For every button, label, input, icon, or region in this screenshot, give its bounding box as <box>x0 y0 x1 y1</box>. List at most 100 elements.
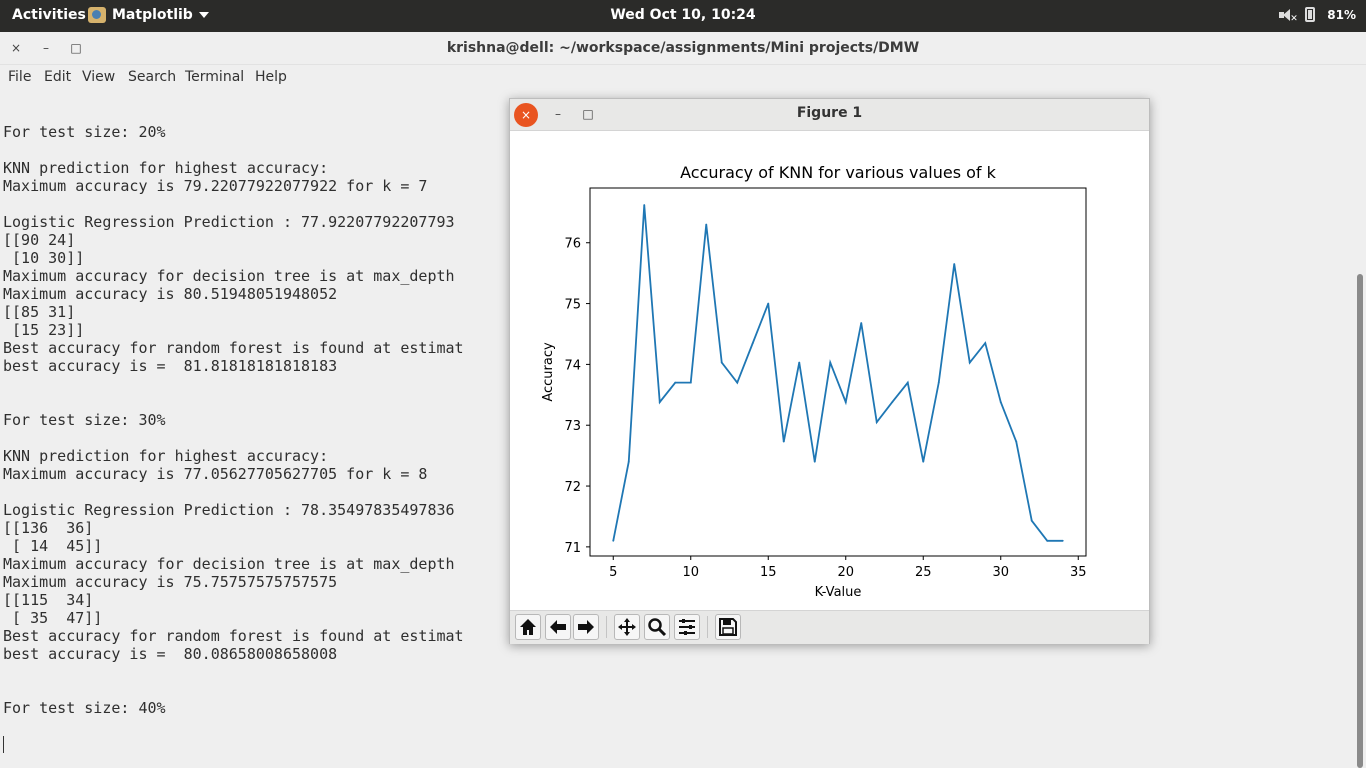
terminal-line: Maximum accuracy is 77.05627705627705 fo… <box>3 465 428 483</box>
y-tick-label: 73 <box>564 419 581 434</box>
maximize-icon[interactable]: □ <box>582 107 594 121</box>
activities-button[interactable]: Activities <box>12 7 86 23</box>
y-tick-label: 75 <box>564 298 581 313</box>
data-point <box>937 381 940 384</box>
data-point <box>984 342 987 345</box>
close-icon[interactable]: × <box>10 41 22 55</box>
terminal-line: [[90 24] <box>3 231 76 249</box>
terminal-line: [ 35 47]] <box>3 609 103 627</box>
menu-edit[interactable]: Edit <box>44 69 72 85</box>
data-point <box>844 401 847 404</box>
terminal-line: Maximum accuracy is 79.22077922077922 fo… <box>3 177 428 195</box>
toolbar-separator <box>606 616 607 638</box>
knn-accuracy-chart: Accuracy of KNN for various values of k … <box>541 163 1087 600</box>
data-point <box>906 381 909 384</box>
terminal-line: Maximum accuracy is 75.75757575757575 <box>3 573 338 591</box>
terminal-line: KNN prediction for highest accuracy: <box>3 159 329 177</box>
save-icon[interactable] <box>715 614 741 640</box>
menu-bar: File Edit View Search Terminal Help <box>0 65 1366 89</box>
data-point <box>922 460 925 463</box>
data-point <box>1046 539 1049 542</box>
x-tick-label: 10 <box>682 565 699 580</box>
forward-arrow-icon[interactable] <box>573 614 599 640</box>
battery-icon[interactable] <box>1305 7 1316 22</box>
data-point <box>643 204 646 206</box>
figure-toolbar <box>510 610 1149 644</box>
terminal-output[interactable]: For test size: 20% KNN prediction for hi… <box>3 123 464 717</box>
battery-percentage: 81% <box>1327 7 1356 22</box>
y-tick-label: 71 <box>564 541 581 556</box>
data-point <box>627 460 630 463</box>
scrollbar[interactable] <box>1354 90 1366 768</box>
y-tick-label: 74 <box>564 358 581 373</box>
y-tick-label: 72 <box>564 480 581 495</box>
data-point <box>736 381 739 384</box>
toolbar-separator <box>707 616 708 638</box>
plot-axes-frame <box>589 187 1087 557</box>
terminal-line: best accuracy is = 80.08658008658008 <box>3 645 338 663</box>
chart-title: Accuracy of KNN for various values of k <box>680 163 997 182</box>
menu-search[interactable]: Search <box>128 69 177 85</box>
menu-help[interactable]: Help <box>255 69 287 85</box>
maximize-icon[interactable]: □ <box>70 41 82 55</box>
chevron-down-icon <box>198 12 209 18</box>
data-point <box>829 361 832 364</box>
terminal-line: For test size: 20% <box>3 123 166 141</box>
data-point <box>705 223 708 226</box>
data-point <box>999 401 1002 404</box>
terminal-title: krishna@dell: ~/workspace/assignments/Mi… <box>446 40 920 56</box>
figure-window: Figure 1 × – □ Accuracy of KNN for vario… <box>509 98 1150 644</box>
data-point <box>720 361 723 364</box>
terminal-line: Logistic Regression Prediction : 77.9220… <box>3 213 455 231</box>
data-point <box>891 401 894 404</box>
terminal-line: [[115 34] <box>3 591 94 609</box>
volume-muted-icon[interactable]: ✕ <box>1279 8 1298 24</box>
terminal-line: For test size: 30% <box>3 411 166 429</box>
pan-icon[interactable] <box>614 614 640 640</box>
terminal-line: [[85 31] <box>3 303 76 321</box>
data-point <box>953 263 956 265</box>
data-point <box>674 381 677 384</box>
terminal-line: Maximum accuracy is 80.51948051948052 <box>3 285 338 303</box>
x-tick-label: 30 <box>992 565 1009 580</box>
subplots-icon[interactable] <box>674 614 700 640</box>
data-point <box>751 342 754 345</box>
menu-terminal[interactable]: Terminal <box>185 69 245 85</box>
terminal-line: best accuracy is = 81.81818181818183 <box>3 357 338 375</box>
close-icon[interactable]: × <box>514 103 538 127</box>
terminal-titlebar <box>0 32 1366 65</box>
terminal-line: Maximum accuracy for decision tree is at… <box>3 267 455 285</box>
menu-file[interactable]: File <box>8 69 32 85</box>
menu-view[interactable]: View <box>82 69 116 85</box>
minimize-icon[interactable]: – <box>43 41 49 55</box>
system-tray[interactable]: ✕ 81% <box>1279 7 1356 24</box>
terminal-line: [ 14 45]] <box>3 537 103 555</box>
top-panel: Activities Matplotlib Wed Oct 10, 10:24 … <box>0 0 1366 32</box>
minimize-icon[interactable]: – <box>555 107 561 121</box>
y-tick-label: 76 <box>564 237 581 252</box>
data-point <box>1030 519 1033 522</box>
data-point <box>782 440 785 443</box>
data-point <box>689 381 692 384</box>
data-point <box>813 460 816 463</box>
terminal-line: Best accuracy for random forest is found… <box>3 627 464 645</box>
series-group <box>612 204 1064 542</box>
data-point <box>658 401 661 404</box>
home-icon[interactable] <box>515 614 541 640</box>
accuracy-series-line <box>612 204 1063 542</box>
terminal-line: [15 23]] <box>3 321 85 339</box>
scrollbar-thumb[interactable] <box>1357 274 1363 768</box>
text-cursor <box>3 736 4 753</box>
x-tick-label: 5 <box>609 565 617 580</box>
terminal-line: [10 30]] <box>3 249 85 267</box>
clock[interactable]: Wed Oct 10, 10:24 <box>610 7 756 23</box>
zoom-icon[interactable] <box>644 614 670 640</box>
y-axis: 71 72 73 74 75 76 <box>564 237 590 556</box>
terminal-line: KNN prediction for highest accuracy: <box>3 447 329 465</box>
app-menu[interactable]: Matplotlib <box>88 7 209 23</box>
data-point <box>1015 440 1018 443</box>
figure-titlebar: Figure 1 × – □ <box>510 99 1149 131</box>
x-tick-label: 20 <box>837 565 854 580</box>
back-arrow-icon[interactable] <box>545 614 571 640</box>
terminal-line: Maximum accuracy for decision tree is at… <box>3 555 455 573</box>
